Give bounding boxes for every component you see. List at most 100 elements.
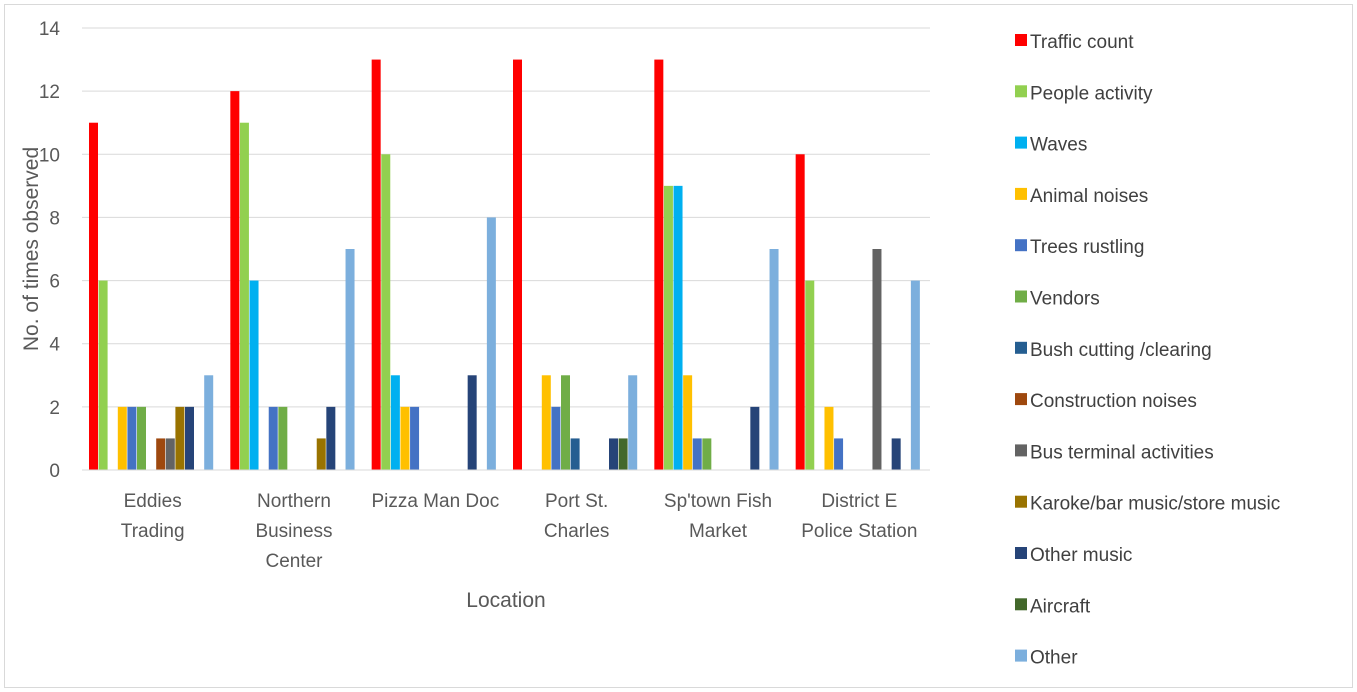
legend-label: Karoke/bar music/store music xyxy=(1030,494,1280,515)
legend-label: Other xyxy=(1030,648,1078,669)
bar xyxy=(673,185,683,470)
bar xyxy=(239,122,249,470)
bar xyxy=(249,280,259,470)
bar xyxy=(551,406,561,470)
x-category-label: Market xyxy=(689,521,748,542)
y-tick-label: 12 xyxy=(39,82,60,103)
bar xyxy=(891,438,901,470)
bar xyxy=(692,438,702,470)
bar xyxy=(127,406,137,470)
legend-label: Construction noises xyxy=(1030,391,1197,412)
gridlines xyxy=(82,27,930,408)
y-tick-label: 10 xyxy=(39,145,60,166)
legend-swatch xyxy=(1015,85,1027,98)
legend-label: Trees rustling xyxy=(1030,237,1144,258)
legend-swatch xyxy=(1015,393,1027,406)
bar xyxy=(795,154,805,471)
legend-swatch xyxy=(1015,444,1027,457)
legend-label: People activity xyxy=(1030,83,1153,104)
legend-swatch xyxy=(1015,341,1027,354)
bar xyxy=(570,438,580,470)
x-category-label: Business xyxy=(255,521,332,542)
x-category-label: Eddies xyxy=(124,491,182,512)
y-tick-label: 8 xyxy=(49,208,60,229)
legend: Traffic count People activity Waves Animal … xyxy=(1015,32,1280,669)
legend-swatch xyxy=(1015,495,1027,508)
x-category-label: Trading xyxy=(121,521,185,542)
y-tick-label: 0 xyxy=(49,461,60,482)
bar xyxy=(750,406,760,470)
bar xyxy=(204,375,214,470)
bar xyxy=(316,438,326,470)
legend-swatch xyxy=(1015,34,1027,46)
legend-swatch xyxy=(1015,290,1027,303)
bar xyxy=(683,375,693,470)
bar xyxy=(156,438,166,470)
bar xyxy=(628,375,638,470)
bar xyxy=(834,438,844,470)
bar xyxy=(618,438,628,470)
bars xyxy=(89,59,920,471)
x-axis-title: Location xyxy=(466,589,545,612)
legend-swatch xyxy=(1015,187,1027,200)
bar xyxy=(89,122,98,470)
bar xyxy=(561,375,570,470)
bar xyxy=(345,249,355,470)
bar xyxy=(486,217,496,470)
legend-swatch xyxy=(1015,136,1027,149)
bar xyxy=(175,406,185,470)
bar xyxy=(400,406,410,470)
bar xyxy=(230,91,240,471)
x-category-label: Police Station xyxy=(801,521,917,542)
legend-label: Other music xyxy=(1030,545,1132,566)
legend-label: Bus terminal activities xyxy=(1030,442,1214,463)
legend-label: Vendors xyxy=(1030,289,1100,310)
x-category-label: Charles xyxy=(544,521,609,542)
bar xyxy=(702,438,712,470)
bar xyxy=(165,438,175,470)
legend-label: Waves xyxy=(1030,135,1087,156)
bar xyxy=(381,154,391,471)
y-tick-label: 14 xyxy=(39,19,61,40)
x-axis-categories: Eddies Trading Northern Business Center Pizza… xyxy=(121,491,918,572)
legend-label: Traffic count xyxy=(1030,32,1134,53)
legend-swatch xyxy=(1015,239,1027,252)
bar xyxy=(467,375,477,470)
legend-label: Animal noises xyxy=(1030,186,1148,207)
bar xyxy=(824,406,834,470)
bar xyxy=(326,406,336,470)
y-tick-label: 6 xyxy=(49,272,60,293)
y-tick-label: 4 xyxy=(49,335,60,356)
legend-swatch xyxy=(1015,598,1027,611)
y-axis-ticks: 0 2 4 6 8 10 12 14 xyxy=(39,19,61,482)
bar xyxy=(663,185,673,470)
x-category-label: Port St. xyxy=(545,491,608,512)
legend-label: Bush cutting /clearing xyxy=(1030,340,1212,361)
bar xyxy=(541,375,551,470)
bar xyxy=(371,59,381,470)
bar xyxy=(872,249,882,470)
x-category-label: Center xyxy=(265,551,323,572)
x-category-label: Northern xyxy=(257,491,331,512)
bar xyxy=(278,406,288,470)
y-tick-label: 2 xyxy=(49,398,60,419)
bar xyxy=(390,375,400,470)
bar xyxy=(805,280,815,470)
bar xyxy=(137,406,146,470)
bar xyxy=(98,280,108,470)
x-category-label: District E xyxy=(821,491,897,512)
x-category-label: Pizza Man Doc xyxy=(371,491,499,512)
bar xyxy=(513,59,522,470)
legend-swatch xyxy=(1015,649,1027,662)
bar xyxy=(609,438,618,470)
bar xyxy=(117,406,127,470)
bar xyxy=(410,406,420,470)
bar xyxy=(769,249,779,470)
bar xyxy=(654,59,664,470)
x-category-label: Sp'town Fish xyxy=(664,491,772,512)
bar xyxy=(268,406,278,470)
legend-swatch xyxy=(1015,547,1027,559)
legend-label: Aircraft xyxy=(1030,596,1091,617)
bar xyxy=(185,406,194,470)
